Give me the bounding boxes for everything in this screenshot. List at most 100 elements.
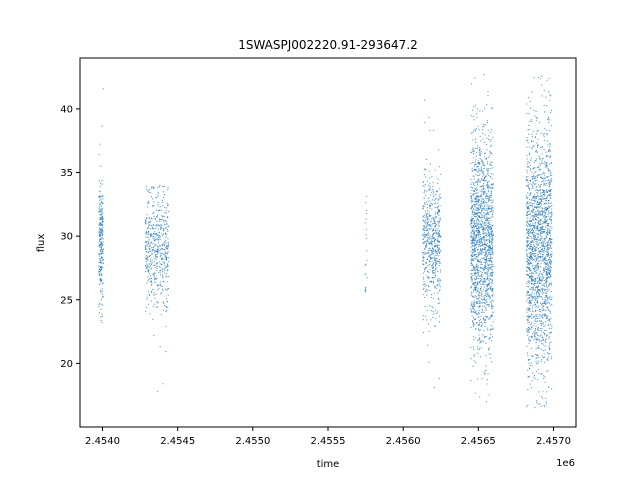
data-point <box>437 205 439 207</box>
data-point <box>526 330 528 332</box>
data-point <box>159 261 161 263</box>
data-point <box>540 263 542 265</box>
data-point <box>432 185 434 187</box>
data-point <box>427 241 429 243</box>
data-point <box>537 286 540 288</box>
data-point <box>477 233 479 235</box>
data-point <box>471 280 473 282</box>
data-point <box>549 353 551 355</box>
data-point <box>484 372 486 374</box>
data-point <box>540 243 543 245</box>
data-point <box>547 225 549 227</box>
data-point <box>472 139 474 141</box>
data-point <box>547 241 549 243</box>
data-point <box>433 238 435 240</box>
data-point <box>153 292 155 294</box>
data-point <box>542 323 544 325</box>
data-point <box>100 243 102 245</box>
data-point <box>539 294 541 296</box>
data-point <box>151 186 153 188</box>
data-point <box>548 258 550 261</box>
data-point <box>527 331 529 334</box>
data-point <box>536 238 538 240</box>
data-point <box>480 315 482 317</box>
data-point <box>490 241 493 243</box>
data-point <box>543 313 545 315</box>
data-point <box>543 231 545 233</box>
data-point <box>477 378 479 380</box>
data-point <box>533 335 536 337</box>
data-point <box>426 319 428 321</box>
data-point <box>144 271 147 273</box>
data-point <box>550 172 552 174</box>
data-point <box>548 356 550 358</box>
data-point <box>473 303 475 305</box>
data-point <box>539 229 541 232</box>
data-point <box>535 304 537 306</box>
data-point <box>161 227 163 229</box>
data-point <box>438 210 441 212</box>
data-point <box>474 161 476 163</box>
data-point <box>153 334 155 336</box>
data-point <box>429 200 431 202</box>
data-point <box>534 253 536 255</box>
data-point <box>428 238 430 240</box>
data-point <box>528 133 530 135</box>
data-point <box>491 205 493 207</box>
data-point <box>98 273 100 275</box>
data-point <box>489 298 491 300</box>
data-point <box>551 215 553 217</box>
data-point <box>470 327 472 329</box>
data-point <box>533 272 535 274</box>
data-point <box>491 307 493 309</box>
data-point <box>153 239 155 241</box>
data-point <box>545 217 547 219</box>
data-point <box>550 110 553 112</box>
data-point <box>527 248 530 250</box>
y-axis-label: flux <box>36 234 47 253</box>
data-point <box>425 290 427 292</box>
data-point <box>153 245 155 247</box>
data-point <box>168 275 170 277</box>
data-point <box>542 240 544 242</box>
data-point <box>529 299 531 302</box>
data-point <box>529 304 531 306</box>
data-point <box>487 348 489 350</box>
data-point <box>424 229 427 231</box>
data-point <box>488 135 490 137</box>
data-point <box>365 273 367 275</box>
data-point <box>470 231 472 234</box>
data-point <box>540 236 542 238</box>
data-point <box>536 339 538 341</box>
data-point <box>538 295 540 297</box>
data-point <box>551 211 553 213</box>
data-point <box>147 189 149 191</box>
data-point <box>476 213 478 215</box>
data-point <box>480 325 482 327</box>
data-point <box>528 203 530 205</box>
data-point <box>470 259 472 261</box>
data-point <box>477 178 479 180</box>
data-point <box>489 152 491 154</box>
data-point <box>541 314 544 316</box>
data-point <box>423 234 425 236</box>
data-point <box>102 220 104 222</box>
data-point <box>430 228 432 230</box>
data-point <box>472 317 475 319</box>
data-point <box>471 181 473 184</box>
data-point <box>480 283 482 285</box>
data-point <box>434 325 436 328</box>
data-point <box>160 258 163 260</box>
data-point <box>475 188 477 190</box>
data-point <box>145 306 148 308</box>
data-point <box>430 310 432 312</box>
data-point <box>490 173 493 175</box>
data-point <box>536 315 538 317</box>
data-point <box>483 297 485 300</box>
data-point <box>544 228 546 231</box>
data-point <box>474 199 476 201</box>
data-point <box>485 290 487 292</box>
data-point <box>157 192 159 194</box>
data-point <box>488 185 490 187</box>
data-point <box>160 252 162 254</box>
